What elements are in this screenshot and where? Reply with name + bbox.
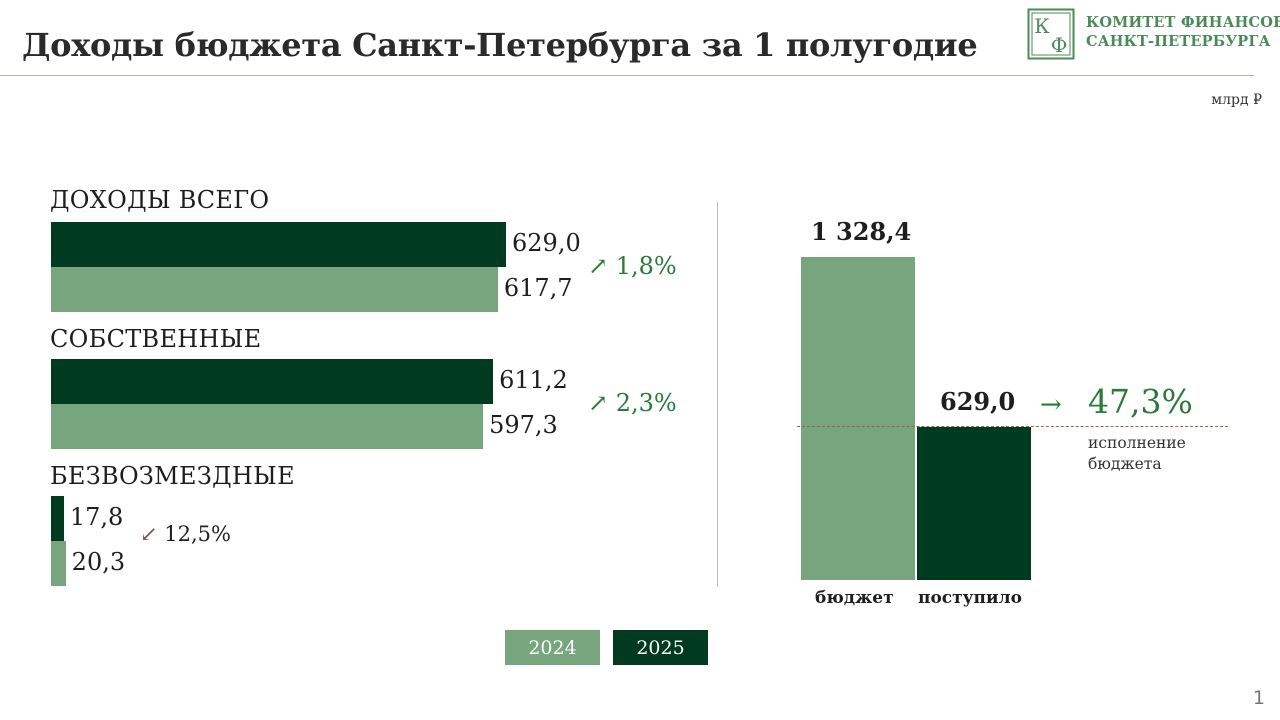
execution-value-received: 629,0 — [940, 387, 1016, 417]
change-percent: 1,8% — [608, 252, 677, 280]
bar-2024 — [51, 404, 484, 449]
legend-2025: 2025 — [613, 630, 708, 665]
change-label: ↗ 1,8% — [588, 252, 677, 280]
organization-name-line1: КОМИТЕТ ФИНАНСОВ — [1086, 14, 1280, 31]
arrow-up-right-icon: ↗ — [588, 252, 609, 280]
legend-2024: 2024 — [505, 630, 600, 665]
arrow-down-left-icon: ↙ — [140, 522, 158, 546]
execution-category-received: поступило — [918, 588, 1022, 608]
chart-divider — [717, 202, 718, 587]
committee-logo-icon: К Ф — [1027, 8, 1075, 60]
execution-value-budget: 1 328,4 — [811, 217, 912, 246]
execution-percent: 47,3% — [1088, 382, 1193, 421]
value-label-2025: 629,0 — [512, 229, 581, 257]
change-percent: 2,3% — [608, 389, 677, 417]
organization-name: КОМИТЕТ ФИНАНСОВ САНКТ-ПЕТЕРБУРГА — [1086, 13, 1280, 51]
bar-2024 — [51, 541, 66, 586]
execution-level-line — [797, 426, 1228, 427]
bar-2024 — [51, 267, 498, 312]
execution-category-budget: бюджет — [815, 588, 894, 608]
execution-label-line1: исполнение — [1088, 434, 1186, 452]
execution-bar-received — [917, 427, 1031, 580]
category-label: СОБСТВЕННЫЕ — [50, 325, 262, 353]
execution-label-line2: бюджета — [1088, 455, 1162, 473]
arrow-up-right-icon: ↗ — [588, 389, 609, 417]
page-number: 1 — [1252, 687, 1265, 709]
arrow-right-icon: → — [1040, 390, 1062, 420]
unit-label: млрд ₽ — [1211, 92, 1262, 108]
value-label-2024: 597,3 — [489, 411, 558, 439]
organization-name-line2: САНКТ-ПЕТЕРБУРГА — [1086, 33, 1271, 50]
logo-letter-f: Ф — [1051, 33, 1068, 57]
execution-label: исполнение бюджета — [1088, 433, 1186, 475]
change-label: ↙ 12,5% — [140, 522, 231, 546]
bar-2025 — [51, 359, 494, 404]
value-label-2024: 617,7 — [503, 274, 573, 302]
change-percent: 12,5% — [157, 522, 231, 546]
value-label-2025: 611,2 — [499, 366, 568, 394]
category-label: ДОХОДЫ ВСЕГО — [50, 186, 270, 214]
header-divider — [0, 75, 1254, 76]
execution-bar-budget — [801, 257, 915, 580]
bar-2025 — [51, 222, 506, 267]
value-label-2025: 17,8 — [69, 503, 124, 531]
logo-letter-k: К — [1034, 14, 1050, 38]
bar-2025 — [51, 496, 64, 541]
category-label: БЕЗВОЗМЕЗДНЫЕ — [50, 462, 295, 490]
page-title: Доходы бюджета Санкт-Петербурга за 1 пол… — [22, 26, 978, 64]
value-label-2024: 20,3 — [71, 548, 126, 576]
change-label: ↗ 2,3% — [588, 389, 677, 417]
